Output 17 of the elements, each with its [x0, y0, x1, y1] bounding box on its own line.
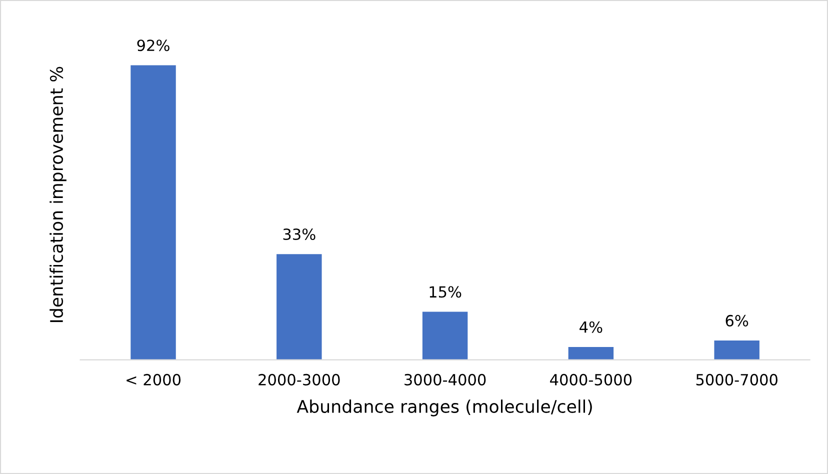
- data-label: 33%: [283, 228, 316, 240]
- x-tick-label: < 2000: [126, 374, 181, 386]
- bar: [714, 340, 760, 360]
- bar: [568, 346, 614, 360]
- bar: [276, 254, 322, 360]
- bar: [422, 312, 468, 360]
- data-label: 92%: [137, 40, 170, 52]
- x-axis-title: Abundance ranges (molecule/cell): [296, 400, 592, 416]
- data-label: 15%: [430, 286, 462, 298]
- bar: [130, 65, 176, 360]
- x-tick-label: 2000-3000: [258, 374, 340, 386]
- x-tick-label: 4000-5000: [550, 374, 632, 386]
- x-tick-label: 5000-7000: [696, 374, 778, 386]
- x-tick-label: 3000-4000: [404, 374, 486, 386]
- data-label: 4%: [580, 321, 602, 333]
- y-axis-title: Identification improvement %: [50, 66, 66, 322]
- data-label: 6%: [726, 314, 748, 326]
